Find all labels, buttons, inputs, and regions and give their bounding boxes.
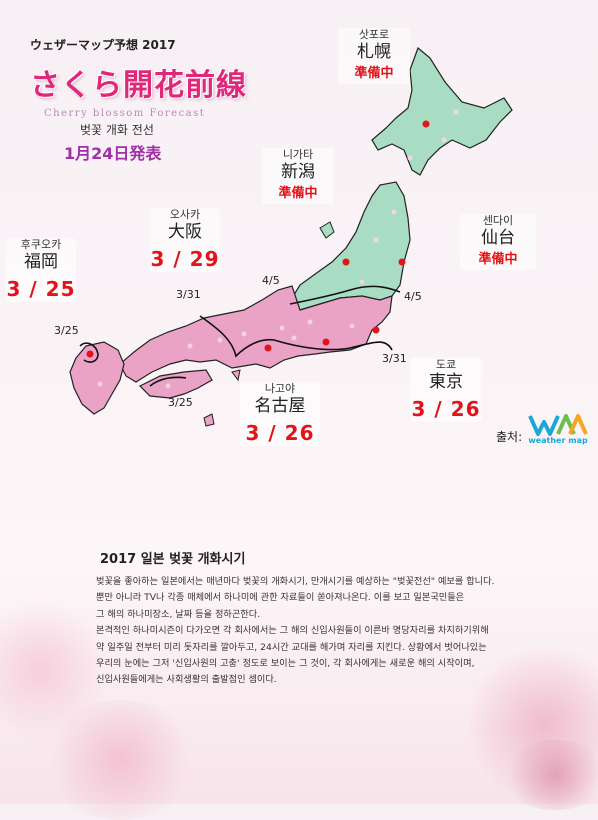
article-paragraph: 뿐만 아니라 TV나 각종 매체에서 하나미에 관한 자료들이 쏟아져나온다. …	[96, 592, 465, 604]
isoline-label: 3/31	[176, 288, 201, 301]
logo-text: weather map	[528, 436, 588, 445]
article-paragraph: 그 해의 하나미장소, 날짜 등을 정하곤한다.	[96, 608, 261, 620]
osaka-dot	[264, 344, 272, 352]
article-paragraph: 신입사원들에게는 사회생활의 출발점인 셈이다.	[96, 674, 277, 686]
fukuoka-dot	[86, 350, 94, 358]
city-bloom-date: 3 / 29	[150, 247, 220, 271]
isoline-3-25-shikoku	[149, 376, 187, 387]
city-bloom-date: 3 / 25	[6, 277, 76, 301]
forecast-provider-title: ウェザーマップ予想 2017	[30, 38, 176, 52]
nagoya-dot	[322, 338, 330, 346]
article-title: 2017 일본 벚꽃 개화시기	[100, 552, 246, 567]
city-japanese-name: 札幌	[357, 42, 391, 62]
city-bloom-date: 3 / 26	[411, 397, 481, 421]
city-korean-name: 삿포로	[358, 28, 390, 41]
article-paragraph: 본격적인 하나미시즌이 다가오면 각 회사에서는 그 해의 신입사원들이 이른바…	[96, 625, 489, 637]
city-korean-name: 오사카	[169, 208, 201, 221]
city-osaka: 오사카 大阪 3 / 29	[150, 208, 220, 272]
city-japanese-name: 新潟	[281, 162, 315, 182]
isoline-label: 4/5	[404, 290, 422, 303]
city-bloom-date: 3 / 26	[245, 421, 315, 445]
isoline-3-25-kyushu	[79, 342, 99, 363]
weather-map-logo: weather map	[526, 412, 590, 448]
city-korean-name: 니가타	[282, 148, 314, 161]
city-korean-name: 후쿠오카	[20, 238, 62, 251]
announcement-date: 1月24日発表	[64, 144, 162, 163]
sapporo-dot	[422, 120, 430, 128]
city-korean-name: 도쿄	[435, 358, 457, 371]
sendai-dot	[398, 258, 406, 266]
sado-island	[319, 221, 335, 239]
city-sendai: 센다이 仙台 準備中	[460, 214, 536, 270]
city-fukuoka: 후쿠오카 福岡 3 / 25	[6, 238, 76, 302]
isoline-label: 4/5	[262, 274, 280, 287]
main-title: さくら開花前線	[30, 68, 247, 103]
isoline-4-5	[289, 285, 401, 305]
city-status: 準備中	[478, 252, 518, 267]
article-body: 벚꽃을 좋아하는 일본에서는 매년마다 벚꽃의 개화시기, 만개시기를 예상하는…	[96, 574, 516, 689]
city-japanese-name: 東京	[429, 372, 463, 392]
city-japanese-name: 大阪	[168, 222, 202, 242]
hokkaido-region	[371, 46, 513, 176]
niigata-dot	[342, 258, 350, 266]
japan-map	[69, 46, 513, 427]
city-status: 準備中	[278, 186, 318, 201]
article-paragraph: 약 일주일 전부터 미리 돗자리를 깔아두고, 24시간 교대를 해가며 자리를…	[96, 641, 487, 653]
english-subtitle: Cherry blossom Forecast	[44, 108, 206, 119]
city-japanese-name: 福岡	[24, 252, 58, 272]
city-nagoya: 나고야 名古屋 3 / 26	[240, 382, 320, 446]
isoline-label: 3/25	[168, 396, 193, 409]
city-japanese-name: 仙台	[481, 228, 515, 248]
city-japanese-name: 名古屋	[254, 396, 306, 416]
tokyo-dot	[372, 326, 380, 334]
city-sapporo: 삿포로 札幌 準備中	[338, 28, 410, 84]
city-niigata: 니가타 新潟 準備中	[262, 148, 334, 204]
honshu-south-region	[119, 285, 393, 383]
city-korean-name: 센다이	[482, 214, 514, 227]
city-status: 準備中	[354, 66, 394, 81]
kyushu-region	[69, 341, 125, 415]
shikoku-region	[138, 369, 213, 399]
isoline-label: 3/31	[382, 352, 407, 365]
article-paragraph: 우리의 눈에는 그저 '신입사원의 고충' 정도로 보이는 그 것이, 각 회사…	[96, 658, 475, 670]
isoline-3-31	[199, 315, 393, 358]
source-label: 출처:	[496, 430, 523, 444]
article-paragraph: 벚꽃을 좋아하는 일본에서는 매년마다 벚꽃의 개화시기, 만개시기를 예상하는…	[96, 576, 495, 587]
city-korean-name: 나고야	[264, 382, 296, 395]
isoline-label: 3/25	[54, 324, 79, 337]
korean-subtitle: 벚꽃 개화 전선	[80, 123, 154, 137]
city-tokyo: 도쿄 東京 3 / 26	[410, 358, 482, 422]
